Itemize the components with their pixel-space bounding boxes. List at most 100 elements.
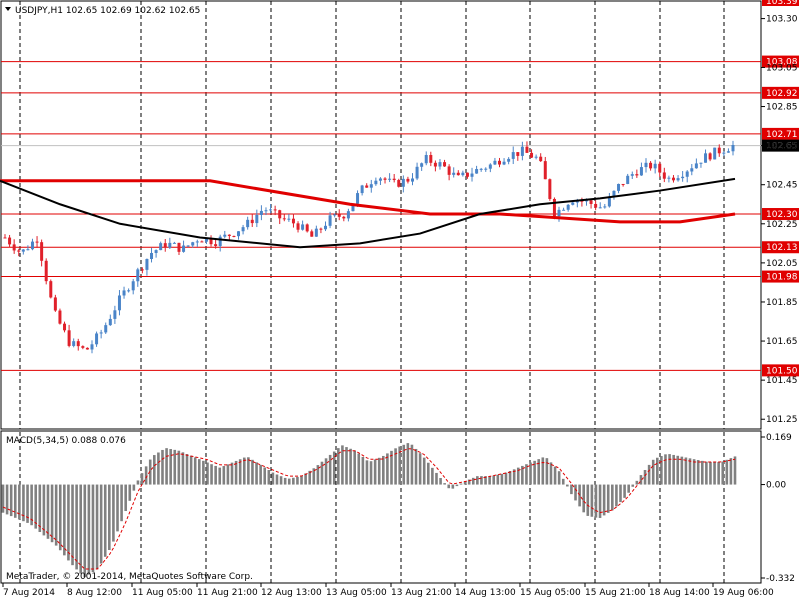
candle-body bbox=[667, 177, 671, 179]
candle-body bbox=[159, 243, 163, 251]
candle-body bbox=[502, 161, 506, 165]
candle-body bbox=[296, 223, 300, 230]
macd-bar bbox=[30, 484, 33, 526]
macd-bar bbox=[165, 448, 168, 485]
dropdown-triangle-icon[interactable] bbox=[5, 7, 11, 11]
macd-bar bbox=[108, 484, 111, 551]
macd-bar bbox=[586, 484, 590, 516]
time-tick-label: 18 Aug 14:00 bbox=[649, 588, 710, 598]
time-tick-label: 13 Aug 21:00 bbox=[391, 588, 452, 598]
level-label: 102.92 bbox=[766, 89, 798, 99]
price-axis: 103.30103.05102.85102.65102.45102.25102.… bbox=[761, 0, 799, 425]
candle-body bbox=[26, 249, 30, 251]
macd-bar bbox=[488, 476, 491, 485]
candles bbox=[3, 140, 735, 354]
price-tick-label: 102.05 bbox=[766, 259, 798, 269]
macd-bar bbox=[590, 484, 594, 517]
macd-bar bbox=[242, 457, 246, 485]
candle-body bbox=[511, 152, 515, 159]
macd-bar bbox=[296, 476, 299, 485]
macd-bar bbox=[324, 458, 328, 485]
candle-body bbox=[575, 200, 579, 203]
candle-body bbox=[246, 219, 250, 228]
macd-bar bbox=[537, 459, 541, 485]
candle-body bbox=[644, 162, 648, 168]
candle-body bbox=[708, 153, 712, 160]
macd-bar bbox=[287, 478, 291, 485]
candle-body bbox=[223, 234, 227, 237]
macd-bar bbox=[439, 478, 442, 485]
vertical-grid bbox=[19, 1, 725, 583]
candle-body bbox=[401, 178, 405, 187]
level-tag bbox=[762, 270, 799, 283]
macd-bar bbox=[516, 467, 520, 485]
macd-bar bbox=[292, 477, 295, 485]
macd-bar bbox=[696, 460, 700, 485]
macd-bar bbox=[394, 448, 397, 485]
candle-body bbox=[690, 168, 694, 172]
macd-bar bbox=[549, 462, 553, 485]
candle-body bbox=[539, 156, 543, 162]
macd-bar bbox=[279, 476, 283, 485]
macd-bar bbox=[95, 484, 99, 570]
macd-bar bbox=[185, 454, 189, 485]
candle-body bbox=[552, 198, 556, 217]
macd-bar bbox=[639, 475, 643, 485]
candle-body bbox=[282, 218, 286, 220]
macd-bar bbox=[91, 484, 95, 573]
candle-body bbox=[475, 169, 479, 174]
macd-bar bbox=[5, 484, 9, 515]
price-tick-label: 101.85 bbox=[766, 298, 798, 308]
candle-body bbox=[465, 172, 469, 177]
candle-body bbox=[589, 200, 593, 204]
macd-bar bbox=[197, 459, 201, 485]
candle-body bbox=[649, 162, 653, 169]
candle-body bbox=[90, 344, 94, 350]
candle-body bbox=[424, 155, 428, 164]
macd-bar bbox=[34, 484, 38, 529]
candle-body bbox=[626, 175, 630, 184]
macd-bar bbox=[58, 484, 62, 551]
macd-bar bbox=[729, 458, 733, 485]
candle-body bbox=[671, 177, 675, 181]
candle-body bbox=[699, 162, 703, 164]
macd-bar bbox=[332, 451, 336, 485]
candle-body bbox=[731, 144, 735, 152]
macd-bar bbox=[602, 484, 606, 516]
candle-body bbox=[365, 185, 369, 188]
candle-body bbox=[378, 178, 382, 181]
macd-bar bbox=[304, 473, 307, 485]
candle-body bbox=[557, 209, 561, 217]
candle-body bbox=[461, 172, 465, 176]
candle-body bbox=[530, 152, 534, 158]
candle-body bbox=[630, 174, 634, 176]
macd-bar bbox=[67, 484, 70, 561]
candle-body bbox=[681, 176, 685, 179]
level-label: 102.30 bbox=[766, 210, 798, 220]
candle-body bbox=[81, 346, 85, 348]
macd-bar bbox=[668, 454, 671, 485]
candle-body bbox=[40, 242, 44, 261]
candle-body bbox=[122, 290, 126, 296]
macd-bar bbox=[623, 484, 626, 498]
macd-bar bbox=[112, 484, 115, 542]
macd-bar bbox=[635, 480, 639, 485]
level-label: 102.13 bbox=[766, 243, 798, 253]
candle-body bbox=[255, 214, 259, 224]
macd-bar bbox=[365, 460, 369, 485]
candle-body bbox=[12, 244, 16, 251]
macd-bar bbox=[398, 446, 401, 485]
macd-bar bbox=[312, 468, 316, 485]
macd-bar bbox=[238, 459, 242, 485]
main-panel-frame bbox=[0, 0, 762, 430]
candle-body bbox=[447, 166, 451, 175]
candle-body bbox=[639, 167, 643, 176]
macd-bar bbox=[713, 462, 716, 485]
candle-body bbox=[653, 163, 657, 169]
macd-bar bbox=[46, 484, 50, 539]
macd-bar bbox=[484, 476, 487, 485]
candle-body bbox=[694, 163, 698, 169]
macd-bar bbox=[87, 484, 91, 575]
macd-bar bbox=[1, 484, 5, 513]
